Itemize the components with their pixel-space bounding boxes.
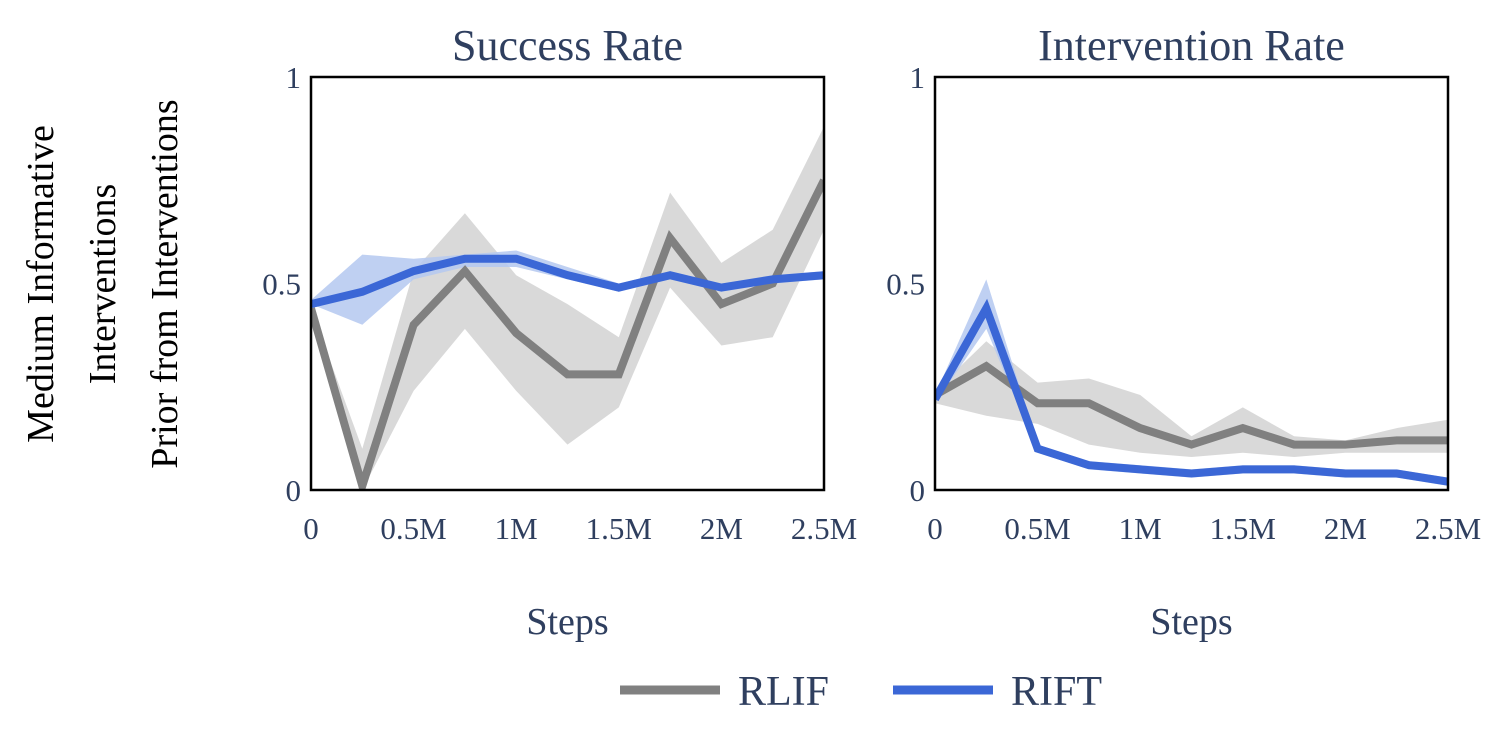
band-rift	[311, 250, 824, 325]
y-tick-label: 0	[286, 473, 302, 508]
plot-frame	[309, 75, 826, 492]
x-tick-label: 1M	[1119, 511, 1162, 546]
row-label-line-2: Interventions	[82, 184, 124, 385]
x-tick-label: 2M	[1324, 511, 1367, 546]
band-rlif	[311, 126, 824, 490]
line-rlif	[311, 178, 824, 490]
x-tick-label: 0.5M	[1004, 511, 1070, 546]
legend-label-rlif: RLIF	[738, 669, 829, 715]
x-axis-label: Steps	[526, 601, 608, 643]
x-tick-label: 0	[303, 511, 319, 546]
chart-panel-1: Success Rate 0 0.5 1 0 0.5M 1M 1.5M 2M 2.5M Steps	[262, 21, 857, 643]
x-tick-label: 0.5M	[380, 511, 446, 546]
y-tick-label: 1	[910, 60, 926, 95]
y-tick-label: 0.5	[262, 267, 301, 302]
x-tick-label: 2M	[700, 511, 743, 546]
x-tick-label: 1.5M	[1210, 511, 1276, 546]
row-label-line-1: Medium Informative	[20, 125, 62, 443]
x-tick-label: 2.5M	[791, 511, 857, 546]
band-rift	[935, 279, 1448, 486]
row-label-line-3: Prior from Interventions	[144, 99, 186, 468]
x-axis-label: Steps	[1150, 601, 1232, 643]
chart-panel-2: Intervention Rate 0 0.5 1 0 0.5M 1M 1.5M 2M 2.5M S…	[886, 21, 1481, 643]
x-tick-label: 1.5M	[586, 511, 652, 546]
chart-title: Success Rate	[452, 21, 683, 70]
y-tick-label: 1	[286, 60, 302, 95]
band-rlif	[935, 341, 1448, 457]
line-rift	[311, 254, 824, 308]
x-tick-label: 2.5M	[1415, 511, 1481, 546]
y-tick-label: 0.5	[886, 267, 925, 302]
x-tick-label: 0	[927, 511, 943, 546]
y-tick-label: 0	[910, 473, 926, 508]
chart-title: Intervention Rate	[1038, 21, 1345, 70]
legend: RLIF RIFT	[620, 669, 1102, 715]
line-rift	[935, 298, 1448, 486]
legend-label-rift: RIFT	[1011, 669, 1102, 715]
plot-frame	[933, 75, 1450, 492]
x-tick-label: 1M	[495, 511, 538, 546]
